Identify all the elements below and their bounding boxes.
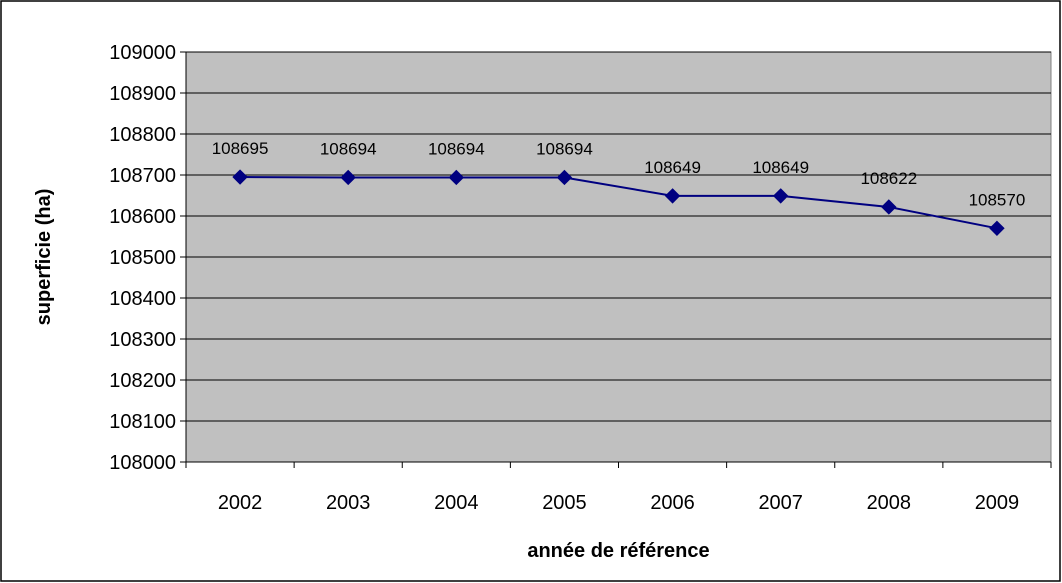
- data-labels: 108695 108694 108694 108694 108649 108649 1086…: [212, 139, 1026, 209]
- data-point-marker: [232, 169, 248, 185]
- data-label: 108694: [320, 139, 377, 158]
- data-point-marker: [556, 169, 573, 186]
- y-tick-label: 108900: [109, 83, 176, 105]
- x-axis-title: année de référence: [527, 540, 709, 562]
- x-tick-label: 2004: [434, 492, 479, 514]
- y-tick-label: 108800: [109, 124, 176, 146]
- y-tick-label: 108600: [109, 206, 176, 228]
- y-tick-label: 108200: [109, 370, 176, 392]
- data-point-marker: [448, 169, 465, 186]
- axes: 108000 108100 108200 108300 108400 108500 1086…: [109, 42, 1052, 514]
- x-tick-label: 2003: [326, 492, 371, 514]
- data-point-marker: [664, 188, 681, 204]
- data-label: 108649: [752, 158, 809, 177]
- x-tick-label: 2008: [867, 492, 912, 514]
- data-point-marker: [881, 199, 897, 215]
- data-point-marker: [340, 169, 356, 186]
- data-label: 108649: [644, 158, 701, 177]
- y-tick-label: 108700: [109, 165, 176, 187]
- data-label: 108695: [212, 139, 269, 158]
- x-tick-label: 2005: [542, 492, 587, 514]
- y-tick-label: 108000: [109, 452, 176, 474]
- y-tick-label: 108400: [109, 288, 176, 310]
- y-tick-label: 108300: [109, 329, 176, 351]
- y-tick-label: 108500: [109, 247, 176, 269]
- y-tick-label: 108100: [109, 411, 176, 433]
- data-point-marker: [989, 220, 1005, 237]
- x-tick-label: 2002: [218, 492, 263, 514]
- data-label: 108570: [969, 190, 1026, 209]
- x-tick-label: 2007: [758, 492, 803, 514]
- x-tick-label: 2009: [975, 492, 1020, 514]
- series-layer: [232, 169, 1005, 237]
- data-label: 108694: [428, 139, 485, 158]
- y-tick-label: 109000: [109, 42, 176, 64]
- data-label: 108694: [536, 139, 593, 158]
- series-line: [240, 176, 998, 230]
- y-axis-title: superficie (ha): [33, 189, 55, 326]
- data-point-marker: [772, 188, 789, 204]
- data-label: 108622: [860, 169, 917, 188]
- gridlines: [186, 51, 1051, 422]
- x-tick-label: 2006: [650, 492, 695, 514]
